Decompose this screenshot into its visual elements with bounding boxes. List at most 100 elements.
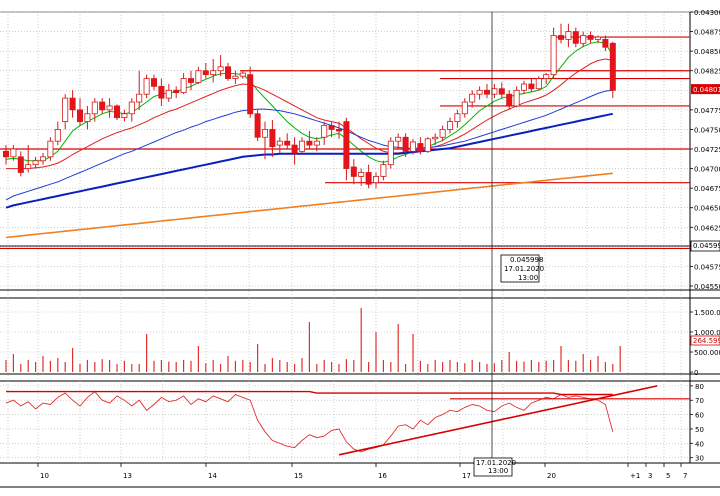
candle-body (439, 129, 446, 138)
candle-body (128, 101, 135, 115)
candle-body (32, 160, 39, 166)
volume-tick-label: 1.500.000 (694, 309, 720, 317)
candle-body (417, 143, 424, 152)
candle-body (491, 88, 498, 95)
oscillator-panel (5, 385, 690, 456)
candle-body (454, 113, 461, 123)
current-volume-label: 264.599 (693, 337, 720, 345)
volume-tick-label: 1.000.000 (694, 329, 720, 337)
oscillator-tick-label: 50 (695, 426, 704, 434)
candle-body (476, 89, 483, 95)
candle-body (239, 72, 246, 77)
candle-body (313, 140, 320, 146)
oscillator-line (5, 390, 614, 453)
candle-body (276, 140, 283, 146)
candle-body (550, 35, 557, 76)
oscillator-tick-label: 70 (695, 397, 704, 405)
candle-body (321, 125, 328, 138)
candle-body (580, 35, 587, 44)
candle-body (254, 113, 261, 138)
candle-body (572, 31, 579, 44)
oscillator-tick-label: 60 (695, 412, 704, 420)
x-tick-label: 5 (666, 472, 670, 480)
volume-panel (5, 308, 621, 372)
candle-body (543, 74, 550, 79)
candle-body (432, 136, 439, 140)
candle-body (202, 70, 209, 76)
price-tick-label: 0.04875 (694, 29, 720, 37)
candle-body (395, 136, 402, 142)
candle-body (180, 78, 187, 94)
candle-body (335, 129, 342, 132)
price-tick-label: 0.04825 (694, 68, 720, 76)
candle-body (106, 105, 113, 111)
candle-body (121, 113, 128, 119)
price-tick-label: 0.04550 (694, 283, 720, 291)
candle-body (365, 172, 372, 185)
candle-body (350, 166, 357, 177)
candle-body (387, 140, 394, 166)
crosshair-time-label: 13:00 (518, 274, 538, 282)
x-tick-label: 3 (648, 472, 652, 480)
candle-body (513, 89, 520, 107)
candle-body (195, 70, 202, 83)
candle-body (69, 97, 76, 111)
x-tick-label: 20 (547, 472, 556, 480)
candle-body (284, 140, 291, 146)
x-tick-label: 10 (40, 472, 49, 480)
candle-body (291, 144, 298, 154)
candle-body (224, 66, 231, 79)
candle-body (47, 140, 54, 158)
candle-body (232, 75, 239, 79)
price-tick-label: 0.04625 (694, 224, 720, 232)
crosshair-price-label: 0.045998 (510, 256, 543, 264)
candle-body (158, 85, 165, 99)
candle-body (528, 83, 535, 90)
candle-body (25, 164, 32, 169)
candle-body (469, 93, 476, 103)
oscillator-trendline (338, 385, 658, 456)
candle-body (165, 89, 172, 99)
x-tick-label: 15 (294, 472, 303, 480)
candle-body (40, 156, 47, 162)
candle-body (602, 39, 609, 48)
candle-body (10, 148, 17, 158)
candle-body (402, 136, 409, 152)
candle-body (595, 36, 602, 40)
candle-body (521, 83, 528, 91)
volume-tick-label: 0 (694, 369, 698, 377)
candle-body (99, 101, 106, 111)
candle-body (91, 101, 98, 115)
moving-average-line (5, 172, 613, 239)
candle-body (446, 121, 453, 130)
candle-body (461, 101, 468, 115)
x-tick-label: 14 (208, 472, 217, 480)
candle-body (114, 105, 121, 119)
candle-body (609, 42, 616, 91)
candle-body (298, 140, 305, 152)
candle-body (409, 141, 416, 152)
x-tick-label: 7 (683, 472, 687, 480)
candle-body (483, 89, 490, 95)
crosshair-axis-box (473, 457, 513, 477)
candle-body (424, 138, 431, 152)
crosshair-axis-date: 17.01.2020 (476, 459, 516, 467)
candle-body (143, 78, 150, 95)
candle-body (54, 129, 61, 142)
x-tick-label: 17 (462, 472, 471, 480)
candle-body (247, 74, 254, 115)
candle-body (535, 78, 542, 90)
oscillator-tick-label: 80 (695, 383, 704, 391)
candle-body (217, 66, 224, 72)
x-tick-label: 16 (378, 472, 387, 480)
crosshair-date-label: 17.01.2020 (504, 265, 544, 273)
candle-body (136, 93, 143, 103)
moving-average-line (5, 89, 613, 201)
